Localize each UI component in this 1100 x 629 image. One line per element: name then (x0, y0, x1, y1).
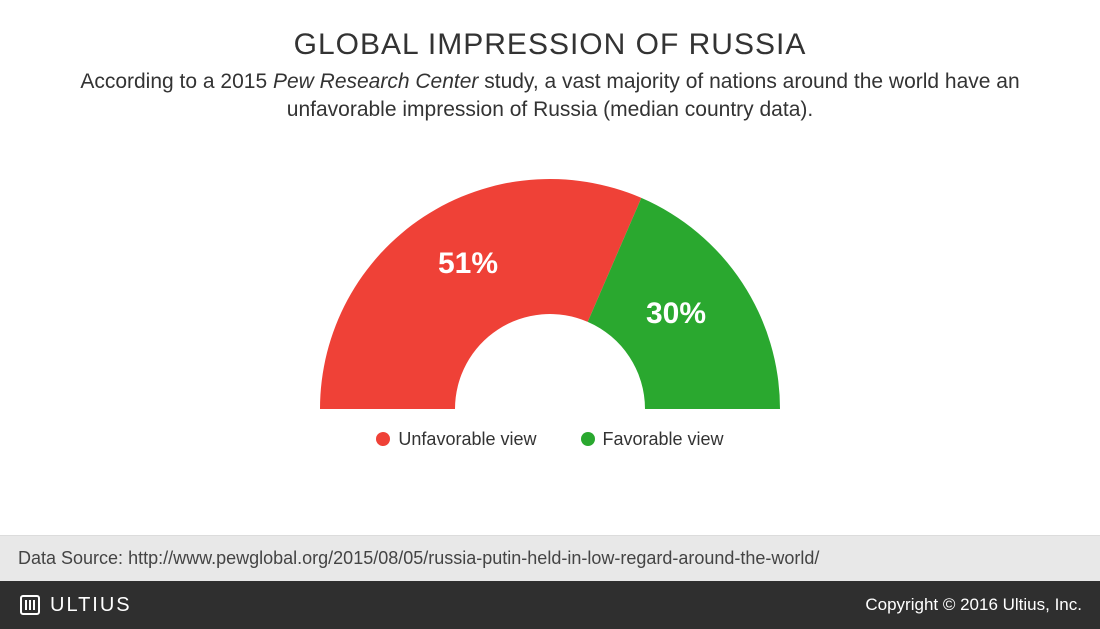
legend-swatch-favorable (581, 432, 595, 446)
legend-item-unfavorable: Unfavorable view (376, 429, 536, 450)
legend-swatch-unfavorable (376, 432, 390, 446)
page-subtitle: According to a 2015 Pew Research Center … (70, 68, 1030, 125)
brand: ULTIUS (18, 593, 132, 617)
data-source-bar: Data Source: http://www.pewglobal.org/20… (0, 535, 1100, 581)
legend-item-favorable: Favorable view (581, 429, 724, 450)
semi-donut-chart: 51% 30% (310, 169, 790, 409)
legend-label-unfavorable: Unfavorable view (398, 429, 536, 450)
brand-logo-icon (18, 593, 42, 617)
segment-unfavorable (320, 179, 641, 409)
brand-text: ULTIUS (50, 594, 132, 617)
source-prefix: Data Source: (18, 548, 128, 568)
legend: Unfavorable view Favorable view (376, 429, 723, 450)
subtitle-pre: According to a 2015 (80, 70, 273, 93)
content-area: GLOBAL IMPRESSION OF RUSSIA According to… (0, 0, 1100, 535)
page-title: GLOBAL IMPRESSION OF RUSSIA (294, 28, 807, 62)
legend-label-favorable: Favorable view (603, 429, 724, 450)
chart-svg (310, 169, 790, 409)
copyright-text: Copyright © 2016 Ultius, Inc. (865, 595, 1082, 615)
source-url: http://www.pewglobal.org/2015/08/05/russ… (128, 548, 819, 568)
subtitle-em: Pew Research Center (273, 70, 478, 93)
footer: ULTIUS Copyright © 2016 Ultius, Inc. (0, 581, 1100, 629)
stage: GLOBAL IMPRESSION OF RUSSIA According to… (0, 0, 1100, 629)
